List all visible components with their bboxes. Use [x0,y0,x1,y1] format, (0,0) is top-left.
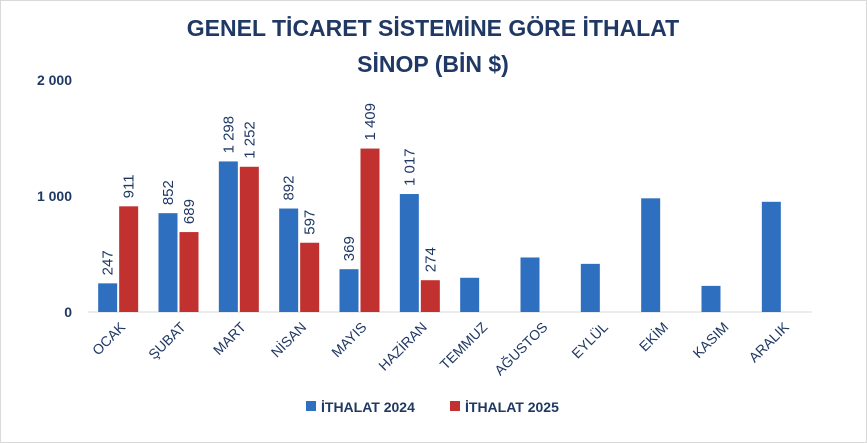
bar-2025 [239,166,259,312]
y-tick-label: 0 [64,304,72,320]
legend-label: İTHALAT 2025 [465,399,559,415]
bar-2024 [218,161,238,312]
x-tick-label: KASIM [689,319,731,361]
legend-swatch [450,401,460,411]
bar-2024 [641,198,661,312]
data-label: 1 298 [220,116,237,154]
bar-2024 [520,257,540,312]
x-tick-label: OCAK [89,318,129,358]
chart-title: GENEL TİCARET SİSTEMİNE GÖRE İTHALAT [187,15,679,41]
data-label: 274 [422,247,439,272]
x-axis: OCAK ŞUBAT MART NİSAN MAYIS HAZİRAN TEMMUZ AĞUS… [89,318,793,378]
bar-2024 [701,285,721,312]
legend: İTHALAT 2024 İTHALAT 2025 [306,399,559,415]
bar-2025 [360,148,380,312]
x-tick-label: EKİM [635,318,671,354]
data-label: 247 [100,250,117,275]
data-label: 689 [181,199,198,224]
data-label: 369 [341,236,358,261]
y-axis: 0 1 000 2 000 [37,72,812,320]
data-label: 852 [160,180,177,205]
data-label: 911 [121,174,138,198]
x-tick-label: TEMMUZ [437,319,491,373]
chart-subtitle: SİNOP (BİN $) [357,51,509,77]
legend-swatch [306,401,316,411]
x-tick-label: NİSAN [267,318,309,360]
x-tick-label: ŞUBAT [145,318,189,362]
data-label: 1 017 [401,148,418,186]
x-tick-label: MART [210,318,249,357]
bar-2025 [300,242,320,312]
legend-label: İTHALAT 2024 [321,399,415,415]
bar-2024 [98,283,118,312]
bar-2024 [339,269,359,312]
x-tick-label: EYLÜL [568,318,612,362]
data-label: 892 [281,175,298,200]
data-label: 1 409 [362,103,379,141]
bar-2024 [399,194,419,312]
bars-group [98,148,781,312]
x-tick-label: HAZİRAN [374,318,429,373]
bar-2024 [460,277,480,312]
bar-2024 [279,208,299,312]
bar-2025 [179,232,199,312]
data-label: 1 252 [241,121,258,159]
y-tick-label: 2 000 [37,72,72,88]
bar-2024 [158,213,178,312]
x-tick-label: MAYIS [328,319,369,360]
x-tick-label: ARALIK [745,318,792,365]
data-label: 597 [302,210,319,235]
bar-2024 [580,263,600,312]
x-tick-label: AĞUSTOS [491,319,551,379]
bar-2025 [119,206,139,312]
bar-2025 [420,280,440,312]
y-tick-label: 1 000 [37,188,72,204]
bar-2024 [761,201,781,312]
